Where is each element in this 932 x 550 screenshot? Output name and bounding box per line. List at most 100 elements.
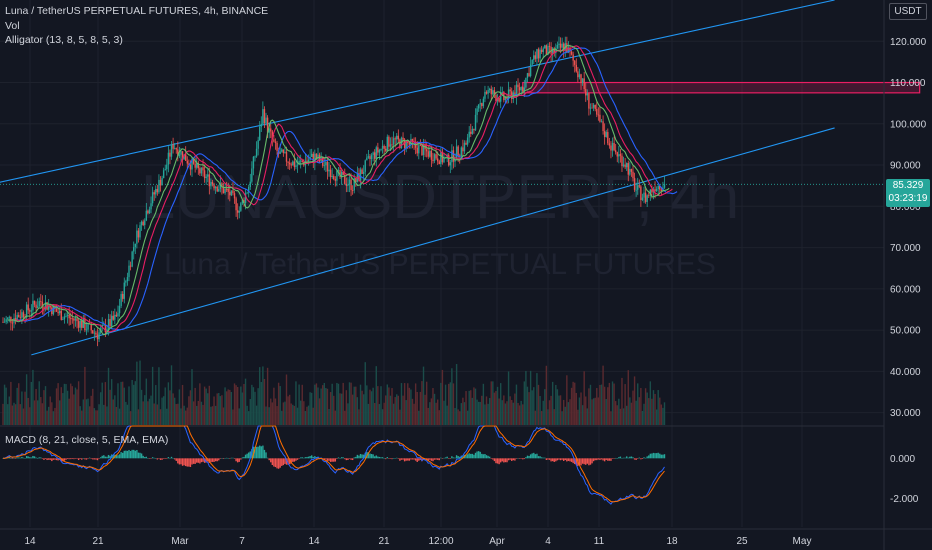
volume-bar bbox=[229, 389, 231, 425]
candle-body bbox=[553, 48, 555, 54]
alligator-lips-line bbox=[7, 44, 670, 336]
candle-body bbox=[233, 193, 236, 199]
macd-histogram-bar bbox=[435, 458, 437, 460]
candle-body bbox=[633, 178, 636, 190]
volume-bar bbox=[301, 384, 303, 425]
volume-bar bbox=[262, 366, 264, 425]
macd-histogram-bar bbox=[644, 457, 647, 459]
volume-bar bbox=[238, 408, 240, 425]
macd-histogram-bar bbox=[506, 458, 508, 463]
volume-bar bbox=[518, 405, 521, 425]
volume-bar bbox=[96, 410, 99, 425]
candle-body bbox=[396, 135, 398, 140]
candle-body bbox=[518, 87, 521, 91]
macd-histogram-bar bbox=[488, 456, 491, 459]
volume-bar bbox=[296, 407, 299, 425]
volume-bar bbox=[19, 404, 22, 425]
candle-body bbox=[180, 151, 182, 155]
volume-bar bbox=[522, 404, 524, 425]
candle-body bbox=[260, 123, 262, 127]
candle-body bbox=[106, 328, 108, 333]
macd-histogram-bar bbox=[570, 458, 573, 462]
macd-histogram-bar bbox=[592, 458, 595, 462]
volume-bar bbox=[608, 382, 611, 425]
currency-badge[interactable]: USDT bbox=[889, 3, 927, 20]
volume-bar bbox=[21, 391, 23, 425]
candle-body bbox=[594, 104, 596, 110]
macd-histogram-bar bbox=[333, 458, 335, 462]
candle-body bbox=[96, 334, 99, 340]
candle-body bbox=[336, 170, 338, 181]
candle-body bbox=[246, 192, 248, 194]
macd-histogram-bar bbox=[315, 456, 318, 459]
volume-bar bbox=[216, 393, 218, 425]
price-tick-label: 100.000 bbox=[890, 119, 927, 130]
macd-histogram-bar bbox=[407, 458, 409, 461]
macd-pane bbox=[2, 425, 666, 505]
candle-body bbox=[229, 191, 231, 196]
volume-bar bbox=[481, 395, 483, 425]
macd-histogram-bar bbox=[462, 456, 464, 459]
volume-bar bbox=[378, 404, 381, 425]
volume-bar bbox=[424, 394, 426, 425]
candle-body bbox=[397, 135, 400, 140]
candle-body bbox=[389, 144, 392, 147]
macd-histogram-bar bbox=[377, 456, 379, 459]
candle-body bbox=[134, 243, 136, 248]
volume-bar bbox=[214, 405, 217, 425]
macd-histogram-bar bbox=[271, 458, 274, 466]
time-tick-label: Mar bbox=[171, 536, 189, 547]
candle-body bbox=[110, 315, 113, 327]
volume-bar bbox=[60, 387, 62, 425]
macd-histogram-bar bbox=[608, 458, 611, 461]
candle-body bbox=[326, 161, 329, 172]
candle-body bbox=[159, 179, 162, 186]
candle-body bbox=[643, 192, 645, 198]
candle-body bbox=[500, 92, 502, 102]
volume-bar bbox=[136, 361, 138, 425]
macd-histogram-bar bbox=[150, 458, 152, 459]
macd-histogram-bar bbox=[622, 457, 625, 459]
volume-bar bbox=[347, 403, 349, 425]
candle-body bbox=[481, 103, 483, 107]
candle-body bbox=[577, 71, 579, 78]
candle-body bbox=[540, 49, 543, 53]
candle-body bbox=[175, 148, 177, 150]
volume-bar bbox=[577, 409, 579, 425]
macd-histogram-bar bbox=[13, 458, 15, 459]
macd-histogram-bar bbox=[155, 457, 157, 459]
volume-bar bbox=[364, 362, 366, 425]
volume-bar bbox=[437, 399, 439, 425]
candle-body bbox=[255, 148, 258, 157]
macd-histogram-bar bbox=[641, 458, 644, 460]
macd-histogram-bar bbox=[662, 454, 664, 459]
candle-body bbox=[657, 185, 659, 189]
macd-histogram-bar bbox=[270, 458, 272, 463]
volume-bar bbox=[188, 396, 190, 425]
volume-bar bbox=[375, 366, 377, 425]
volume-bar bbox=[433, 393, 436, 425]
time-tick-label: Apr bbox=[489, 536, 505, 547]
candle-body bbox=[263, 109, 266, 124]
candle-body bbox=[178, 154, 181, 157]
volume-bar bbox=[652, 390, 655, 425]
macd-histogram-bar bbox=[386, 457, 388, 459]
volume-bar bbox=[580, 392, 582, 425]
macd-histogram-bar bbox=[655, 453, 658, 459]
volume-bar bbox=[79, 406, 81, 425]
candle-body bbox=[402, 137, 404, 140]
volume-bar bbox=[457, 409, 459, 425]
volume-bar bbox=[548, 400, 551, 425]
candle-body bbox=[265, 117, 267, 124]
candle-body bbox=[199, 168, 201, 174]
volume-bar bbox=[555, 384, 557, 425]
macd-histogram-bar bbox=[555, 458, 557, 462]
volume-bar bbox=[314, 384, 316, 425]
candle-body bbox=[65, 315, 67, 317]
candle-body bbox=[249, 181, 251, 188]
candle-body bbox=[95, 332, 97, 335]
macd-histogram-bar bbox=[632, 457, 634, 459]
time-tick-label: 14 bbox=[24, 536, 36, 547]
volume-bar bbox=[410, 389, 412, 425]
